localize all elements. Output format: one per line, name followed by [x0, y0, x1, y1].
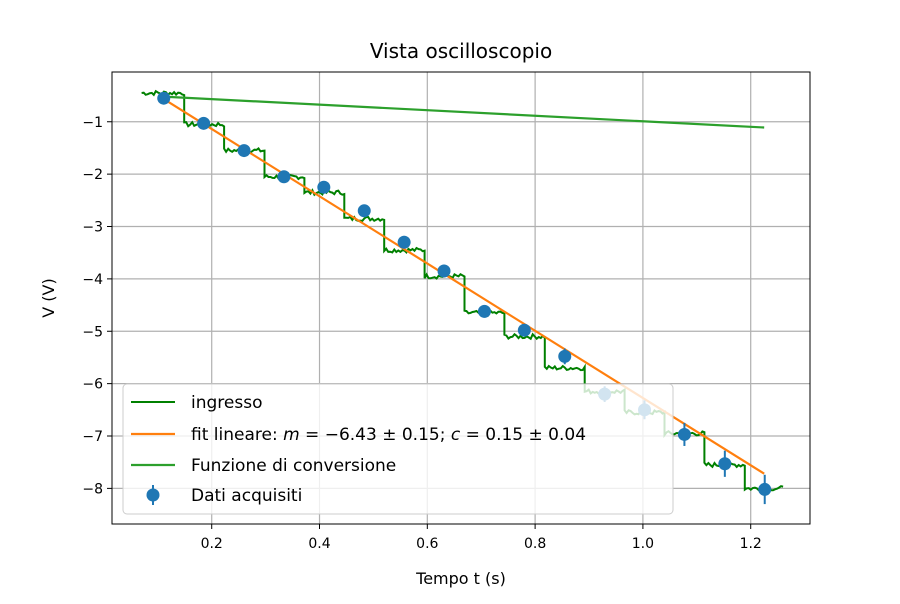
x-axis-label: Tempo t (s) — [415, 569, 506, 588]
plot-frame — [111, 71, 811, 525]
data-point — [437, 264, 451, 278]
x-tick-label: 1.0 — [632, 536, 654, 552]
legend-label-fit-part: = 0.15 ± 0.04 — [460, 425, 586, 445]
data-point — [477, 304, 491, 318]
x-tick-label: 0.6 — [416, 536, 438, 552]
y-tick-label: −5 — [82, 324, 103, 340]
legend-label-ingresso: ingresso — [191, 393, 262, 413]
chart-title: Vista oscilloscopio — [370, 39, 552, 63]
data-point — [758, 482, 772, 496]
legend-label-conversion: Funzione di conversione — [191, 456, 396, 476]
x-tick-label: 0.8 — [524, 536, 546, 552]
data-point — [237, 144, 251, 158]
data-point — [517, 323, 531, 337]
data-point — [397, 235, 411, 249]
y-tick-label: −3 — [82, 220, 103, 236]
y-tick-label: −1 — [82, 115, 103, 131]
y-tick-label: −8 — [82, 481, 103, 497]
series-conversion-line — [163, 95, 765, 129]
y-axis-label: V (V) — [39, 278, 58, 317]
legend-handle-data-point — [146, 488, 160, 502]
y-tick-label: −2 — [82, 167, 103, 183]
legend: ingresso fit lineare: m = −6.43 ± 0.15; c… — [122, 383, 674, 515]
y-tick-label: −4 — [82, 272, 103, 288]
y-tick-label: −6 — [82, 377, 103, 393]
data-point — [558, 349, 572, 363]
axis-ticks: 0.2 0.4 0.6 0.8 1.0 1.2 −1 −2 −3 −4 −5 −6 −7 −8 — [82, 115, 761, 552]
legend-label-fit-part: m — [283, 425, 300, 445]
data-point — [357, 204, 371, 218]
data-point — [277, 170, 291, 184]
data-point — [718, 457, 732, 471]
legend-label-data: Dati acquisiti — [191, 486, 302, 506]
y-tick-label: −7 — [82, 429, 103, 445]
legend-label-fit-part: c — [451, 425, 461, 445]
x-tick-label: 0.2 — [201, 536, 223, 552]
data-point — [317, 180, 331, 194]
x-tick-label: 1.2 — [740, 536, 762, 552]
data-point — [157, 91, 171, 105]
x-tick-label: 0.4 — [308, 536, 330, 552]
legend-label-fit-part: = −6.43 ± 0.15; — [300, 425, 451, 445]
legend-label-fit-part: fit lineare: — [191, 425, 283, 445]
legend-box — [122, 383, 674, 515]
data-point — [677, 427, 691, 441]
legend-label-fit: fit lineare: m = −6.43 ± 0.15; c = 0.15 … — [191, 425, 586, 445]
data-point — [197, 116, 211, 130]
